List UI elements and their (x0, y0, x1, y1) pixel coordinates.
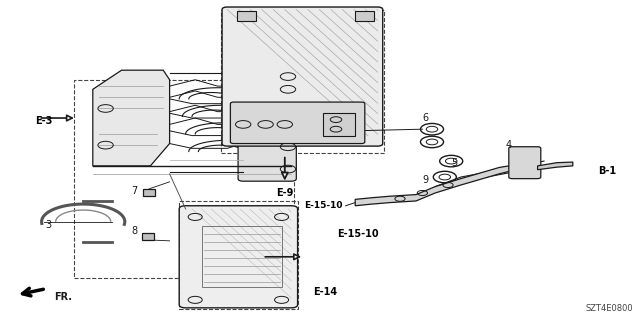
Bar (179, 201, 298, 309)
Text: E-14: E-14 (314, 287, 338, 297)
Text: SZT4E0800: SZT4E0800 (586, 304, 634, 313)
Bar (74, 80, 294, 278)
Text: 8: 8 (131, 226, 138, 236)
FancyBboxPatch shape (509, 147, 541, 179)
Bar (237, 11, 256, 21)
Text: 5: 5 (451, 158, 458, 168)
FancyBboxPatch shape (222, 7, 383, 146)
FancyBboxPatch shape (230, 102, 365, 144)
Text: 7: 7 (131, 186, 138, 197)
Bar (143, 189, 155, 196)
Polygon shape (355, 164, 518, 206)
Circle shape (143, 234, 153, 239)
Text: FR.: FR. (54, 292, 72, 302)
Polygon shape (93, 70, 170, 166)
Circle shape (144, 190, 154, 195)
Bar (221, 10, 384, 153)
FancyBboxPatch shape (238, 64, 296, 181)
Text: E-3: E-3 (35, 116, 52, 126)
Text: 4: 4 (506, 140, 512, 150)
FancyBboxPatch shape (179, 206, 298, 308)
Text: B-1: B-1 (598, 166, 616, 176)
Text: E-9: E-9 (276, 188, 294, 198)
Bar (323, 113, 355, 136)
Polygon shape (538, 162, 573, 170)
Text: E-15-10: E-15-10 (304, 201, 342, 210)
Text: 6: 6 (422, 113, 429, 123)
Bar (355, 11, 374, 21)
Bar (202, 226, 282, 287)
Text: E-15-10: E-15-10 (337, 229, 380, 240)
Bar (142, 233, 154, 240)
Text: 3: 3 (45, 220, 51, 230)
Text: 9: 9 (422, 175, 429, 185)
